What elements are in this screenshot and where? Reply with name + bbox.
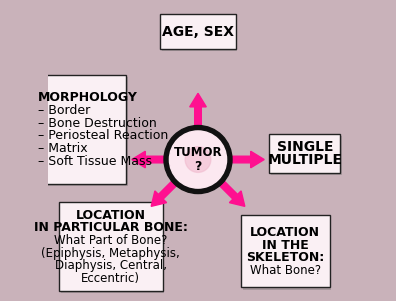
Text: TUMOR: TUMOR bbox=[174, 146, 222, 160]
FancyBboxPatch shape bbox=[243, 217, 331, 290]
FancyBboxPatch shape bbox=[270, 134, 340, 173]
Text: – Periosteal Reaction: – Periosteal Reaction bbox=[38, 129, 168, 142]
FancyBboxPatch shape bbox=[162, 16, 238, 51]
Text: ?: ? bbox=[194, 160, 202, 173]
Text: LOCATION: LOCATION bbox=[76, 209, 146, 222]
FancyBboxPatch shape bbox=[271, 136, 342, 175]
Text: Eccentric): Eccentric) bbox=[81, 272, 140, 285]
FancyBboxPatch shape bbox=[34, 77, 128, 186]
Text: IN PARTICULAR BONE:: IN PARTICULAR BONE: bbox=[34, 221, 188, 234]
Text: MULTIPLE: MULTIPLE bbox=[267, 153, 343, 167]
Circle shape bbox=[164, 126, 232, 194]
FancyBboxPatch shape bbox=[32, 75, 126, 184]
Text: – Bone Destruction: – Bone Destruction bbox=[38, 116, 157, 130]
FancyBboxPatch shape bbox=[241, 215, 330, 287]
FancyBboxPatch shape bbox=[160, 14, 236, 49]
Circle shape bbox=[169, 131, 227, 188]
Text: What Bone?: What Bone? bbox=[250, 264, 321, 277]
Text: – Border: – Border bbox=[38, 104, 90, 117]
FancyBboxPatch shape bbox=[59, 202, 163, 291]
Text: What Part of Bone?: What Part of Bone? bbox=[54, 234, 168, 247]
Text: SKELETON:: SKELETON: bbox=[246, 251, 324, 264]
Text: AGE, SEX: AGE, SEX bbox=[162, 25, 234, 39]
FancyArrow shape bbox=[151, 182, 176, 206]
FancyArrow shape bbox=[132, 151, 164, 168]
Circle shape bbox=[185, 147, 211, 172]
FancyArrow shape bbox=[220, 182, 245, 206]
Text: MORPHOLOGY: MORPHOLOGY bbox=[38, 91, 138, 104]
Text: LOCATION: LOCATION bbox=[250, 226, 320, 239]
Text: – Soft Tissue Mass: – Soft Tissue Mass bbox=[38, 154, 152, 168]
FancyBboxPatch shape bbox=[61, 205, 164, 293]
FancyArrow shape bbox=[232, 151, 264, 168]
Text: – Matrix: – Matrix bbox=[38, 142, 88, 155]
Text: IN THE: IN THE bbox=[262, 238, 308, 252]
Text: SINGLE: SINGLE bbox=[276, 140, 333, 154]
Text: (Epiphysis, Metaphysis,: (Epiphysis, Metaphysis, bbox=[41, 247, 180, 260]
FancyArrow shape bbox=[190, 93, 206, 125]
Text: Diaphysis, Central,: Diaphysis, Central, bbox=[55, 259, 167, 272]
